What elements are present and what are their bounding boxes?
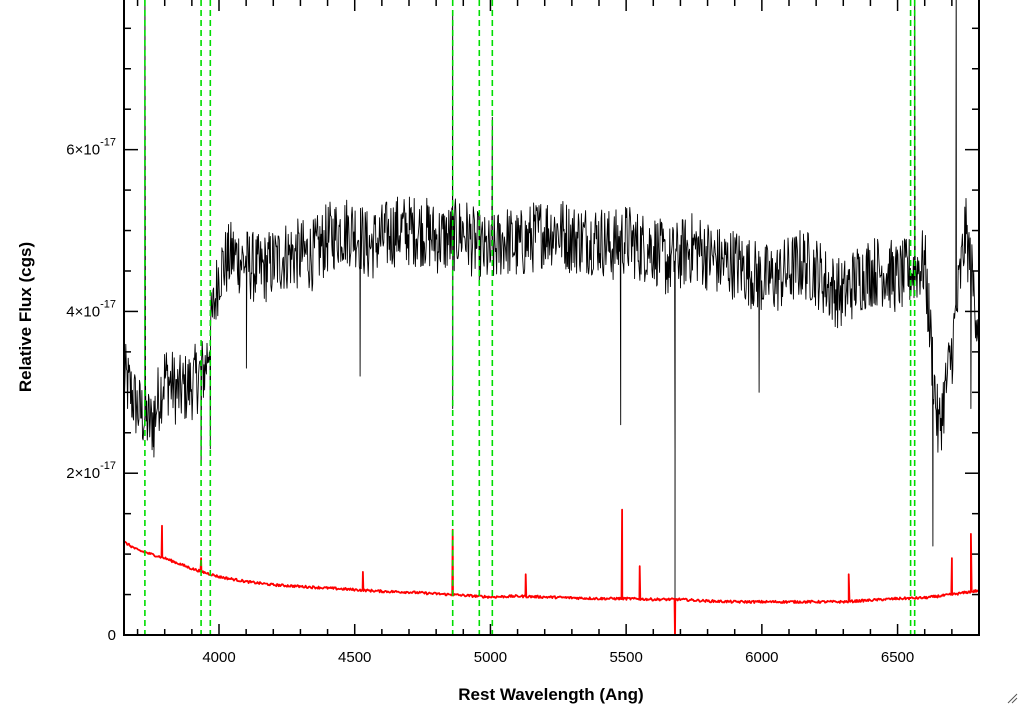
y-tick-exponent: -17 — [100, 137, 116, 149]
galaxy-spectrum-line — [124, 0, 979, 620]
y-axis-title: Relative Flux (cgs) — [16, 242, 35, 392]
y-tick-mantissa: 4×10 — [66, 303, 100, 320]
y-tick-mantissa: 0 — [108, 627, 116, 644]
y-tick-label: 6×10-17 — [66, 137, 116, 159]
y-tick-mantissa: 6×10 — [66, 142, 100, 159]
y-tick-exponent: -17 — [100, 298, 116, 310]
y-tick-mantissa: 2×10 — [66, 465, 100, 482]
x-tick-label: 5500 — [609, 649, 642, 666]
x-axis-title: Rest Wavelength (Ang) — [458, 685, 643, 704]
x-tick-label: 6500 — [881, 649, 914, 666]
y-tick-label: 2×10-17 — [66, 460, 116, 482]
x-tick-label: 6000 — [745, 649, 778, 666]
y-tick-label: 0 — [108, 627, 116, 644]
resize-grip-icon[interactable] — [1006, 692, 1018, 704]
plot-frame — [123, 0, 980, 636]
x-tick-label: 5000 — [474, 649, 507, 666]
y-tick-label: 4×10-17 — [66, 298, 116, 320]
model-spectrum-line — [124, 508, 979, 635]
x-tick-label: 4500 — [338, 649, 371, 666]
y-tick-exponent: -17 — [100, 460, 116, 472]
x-tick-label: 4000 — [202, 649, 235, 666]
